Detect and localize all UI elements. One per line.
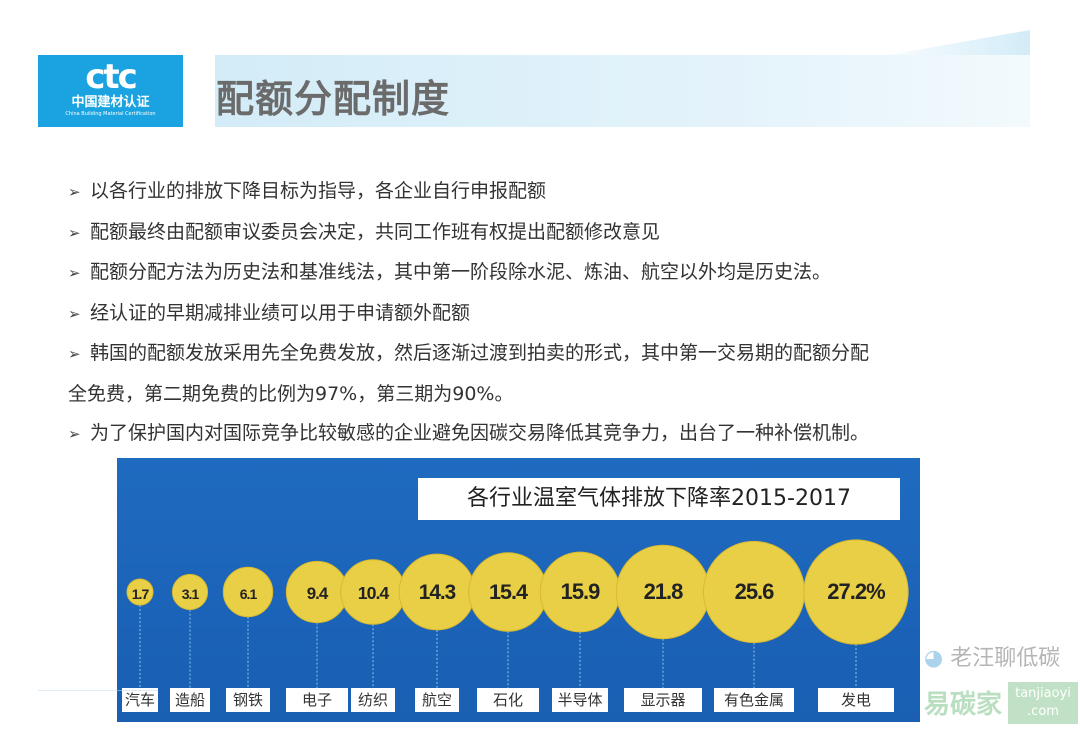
watermark-brand: 易碳家	[924, 690, 1003, 720]
bullet-item: ➢ 为了保护国内对国际竞争比较敏感的企业避免因碳交易降低其竞争力，出台了一种补偿机…	[68, 414, 1028, 455]
watermark-wechat-text: 老汪聊低碳	[950, 646, 1061, 671]
bubble-1	[171, 573, 209, 611]
watermark-site-name: tanjiaoyi	[1015, 686, 1071, 701]
category-label: 半导体	[552, 688, 608, 712]
category-label: 汽车	[122, 688, 158, 712]
bubble-value-label: 27.2%	[827, 579, 885, 604]
bubble-chart: 1.7 3.1 6.1 9.4 10.4 14.3 15.4 15.9 21.8 25.6 27.2…	[117, 458, 920, 722]
bullet-text: 全免费，第二期免费的比例为97%，第三期为90%。	[68, 382, 514, 405]
category-label: 显示器	[624, 688, 702, 712]
bubble-value-label: 14.3	[419, 581, 456, 604]
bubble-value-label: 21.8	[644, 579, 684, 604]
bullet-text: 以各行业的排放下降目标为指导，各企业自行申报配额	[90, 180, 547, 202]
bubble-value-label: 10.4	[358, 583, 390, 603]
arrow-icon: ➢	[68, 345, 81, 363]
bullet-text: 经认证的早期减排业绩可以用于申请额外配额	[90, 301, 471, 324]
bubble-value-label: 1.7	[132, 586, 150, 602]
logo-mark: ctc	[85, 57, 138, 97]
bubble-value-label: 3.1	[182, 586, 200, 602]
category-label: 造船	[170, 688, 210, 712]
wechat-icon: ◕	[924, 646, 944, 671]
arrow-icon: ➢	[68, 264, 81, 282]
bullet-item: ➢ 韩国的配额发放采用先全免费发放，然后逐渐过渡到拍卖的形式，其中第一交易期的配额…	[68, 334, 1028, 375]
bullet-text: 为了保护国内对国际竞争比较敏感的企业避免因碳交易降低其竞争力，出台了一种补偿机制…	[90, 422, 870, 444]
skyline-decoration	[38, 690, 158, 730]
bullet-item: ➢ 经认证的早期减排业绩可以用于申请额外配额	[68, 294, 1028, 335]
bullet-text: 韩国的配额发放采用先全免费发放，然后逐渐过渡到拍卖的形式，其中第一交易期的配额分…	[90, 342, 870, 364]
bubble-value-label: 25.6	[735, 579, 775, 604]
title-banner	[215, 55, 1030, 127]
page-title: 配额分配制度	[216, 77, 451, 121]
bullet-item: ➢ 配额最终由配额审议委员会决定，共同工作班有权提出配额修改意见	[68, 213, 1028, 254]
bullet-text: 配额最终由配额审议委员会决定，共同工作班有权提出配额修改意见	[90, 220, 661, 243]
category-label: 电子	[286, 688, 348, 712]
bubble-value-label: 9.4	[307, 584, 329, 603]
arrow-icon: ➢	[68, 425, 81, 443]
bubble-10	[803, 539, 909, 645]
category-label: 纺织	[351, 688, 395, 712]
bullet-list: ➢ 以各行业的排放下降目标为指导，各企业自行申报配额 ➢ 配额最终由配额审议委员会决…	[68, 172, 1028, 455]
logo-en: China Building Material Certification	[65, 111, 156, 117]
logo-cn: 中国建材认证	[71, 95, 150, 110]
bubble-value-label: 15.4	[489, 579, 528, 604]
category-label: 有色金属	[714, 688, 794, 712]
bubble-value-label: 6.1	[240, 586, 258, 602]
watermark-site-domain: .com	[1027, 704, 1059, 719]
bubble-layer: 1.7 3.1 6.1 9.4 10.4 14.3 15.4 15.9 21.8 25.6 27.2…	[126, 539, 909, 688]
category-label: 发电	[818, 688, 894, 712]
watermark-site: tanjiaoyi .com	[1008, 682, 1078, 724]
bullet-text: 配额分配方法为历史法和基准线法，其中第一阶段除水泥、炼油、航空以外均是历史法。	[90, 261, 832, 283]
bubble-0	[126, 578, 154, 606]
arrow-icon: ➢	[68, 223, 81, 242]
ctc-logo: ctc 中国建材认证 China Building Material Certi…	[38, 55, 183, 127]
category-label: 航空	[415, 688, 459, 712]
arrow-icon: ➢	[68, 304, 81, 323]
bubble-2	[222, 566, 274, 618]
category-label: 石化	[477, 688, 539, 712]
bullet-item: ➢ 以各行业的排放下降目标为指导，各企业自行申报配额	[68, 172, 1028, 213]
chart-title: 各行业温室气体排放下降率2015-2017	[418, 478, 900, 520]
watermark-wechat: ◕ 老汪聊低碳	[924, 640, 1060, 672]
bullet-item: ➢ 配额分配方法为历史法和基准线法，其中第一阶段除水泥、炼油、航空以外均是历史法。	[68, 253, 1028, 294]
bubble-value-label: 15.9	[561, 579, 600, 604]
category-label: 钢铁	[226, 688, 270, 712]
arrow-icon: ➢	[68, 183, 81, 201]
bullet-item-continuation: 全免费，第二期免费的比例为97%，第三期为90%。	[68, 375, 1028, 415]
